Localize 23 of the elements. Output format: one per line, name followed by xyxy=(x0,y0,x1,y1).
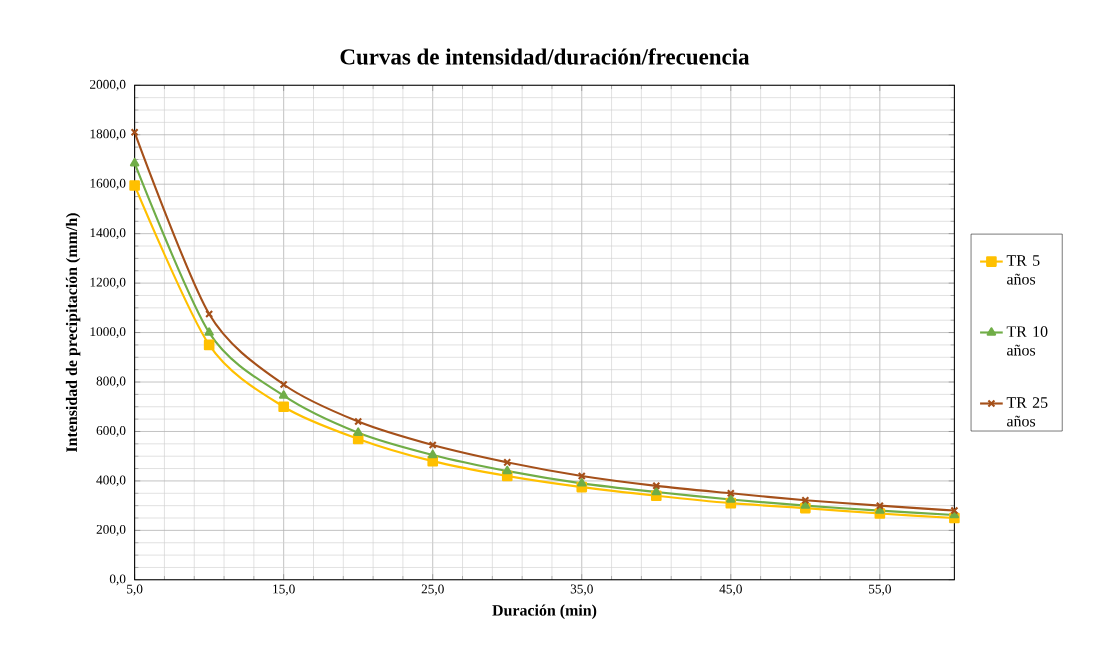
x-tick-label: 35,0 xyxy=(570,584,593,596)
y-tick-label: 1200,0 xyxy=(90,277,126,289)
x-tick-label: 15,0 xyxy=(273,584,295,596)
x-tick-label: 5,0 xyxy=(127,584,143,596)
x-tick-label: 45,0 xyxy=(719,584,742,596)
x-tick-label: 25,0 xyxy=(421,584,444,596)
legend-label: TR 25 años xyxy=(1006,397,1048,427)
legend-label: TR 10 años xyxy=(1006,326,1048,356)
y-tick-label: 800,0 xyxy=(96,376,126,388)
y-tick-label: 1600,0 xyxy=(90,178,126,190)
chart-title: Curvas de intensidad/duración/frecuencia xyxy=(340,48,750,65)
y-tick-label: 400,0 xyxy=(96,475,126,487)
y-tick-label: 1800,0 xyxy=(90,129,126,141)
y-tick-label: 0,0 xyxy=(109,574,126,586)
legend-label: TR 5 años xyxy=(1006,255,1040,285)
y-tick-label: 1400,0 xyxy=(90,228,126,240)
y-tick-label: 200,0 xyxy=(96,524,126,536)
x-tick-label: 55,0 xyxy=(869,584,891,596)
x-axis-title: Duración (min) xyxy=(492,604,597,619)
y-tick-label: 2000,0 xyxy=(90,79,126,91)
y-tick-label: 600,0 xyxy=(96,425,126,437)
y-axis-title: Intensidad de precipitación (mm/h) xyxy=(65,213,81,452)
y-tick-label: 1000,0 xyxy=(90,327,126,338)
